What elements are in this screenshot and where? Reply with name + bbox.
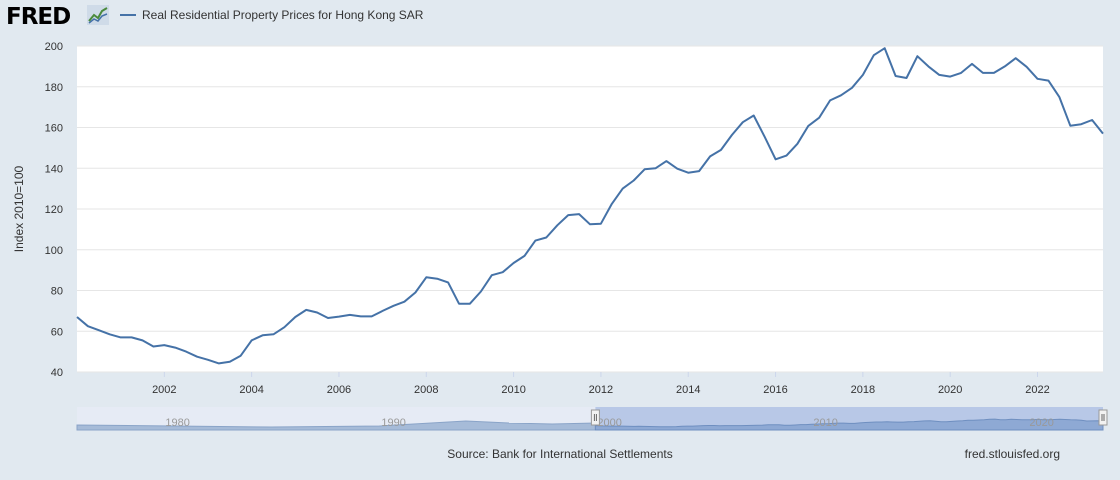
- site-link[interactable]: fred.stlouisfed.org: [964, 447, 1060, 461]
- x-tick-label: 2002: [152, 384, 176, 396]
- x-tick-label: 2004: [239, 384, 263, 396]
- fred-logo[interactable]: FRED: [6, 4, 71, 30]
- y-tick-label: 200: [45, 41, 63, 53]
- navigator-label: 2010: [813, 417, 837, 429]
- line-chart: 40 60 80 100 120 140 160 180 200 2002 2004 2006 2008…: [45, 41, 1108, 431]
- legend-swatch: [120, 14, 136, 16]
- legend-series-label: Real Residential Property Prices for Hon…: [142, 8, 424, 22]
- chart-header: FRED Real Residential Property Prices fo…: [0, 0, 1120, 36]
- navigator-series-area: [594, 418, 1104, 431]
- y-tick-label: 60: [51, 326, 63, 338]
- navigator-history-area: [76, 420, 596, 431]
- legend[interactable]: Real Residential Property Prices for Hon…: [120, 8, 423, 22]
- navigator-label: 1990: [381, 417, 405, 429]
- drag-handle-icon[interactable]: [1098, 409, 1108, 426]
- y-tick-label: 80: [51, 286, 63, 298]
- x-tick-label: 2006: [327, 384, 351, 396]
- chart-trend-icon: [87, 5, 109, 25]
- series-line: [76, 47, 1104, 365]
- y-tick-label: 120: [45, 204, 63, 216]
- source-text: Source: Bank for International Settlemen…: [447, 447, 673, 461]
- drag-handle-icon[interactable]: [590, 409, 600, 426]
- x-tick-label: 2020: [938, 384, 962, 396]
- y-tick-label: 140: [45, 163, 63, 175]
- x-tick-label: 2016: [763, 384, 787, 396]
- navigator-label: 2000: [597, 417, 621, 429]
- x-tick-label: 2008: [414, 384, 438, 396]
- x-tick-label: 2010: [501, 384, 525, 396]
- y-tick-label: 180: [45, 82, 63, 94]
- navigator-label: 1980: [165, 417, 189, 429]
- y-tick-label: 40: [51, 367, 63, 379]
- x-tick-label: 2012: [589, 384, 613, 396]
- x-tick-label: 2018: [851, 384, 875, 396]
- navigator-label: 2020: [1029, 417, 1053, 429]
- y-tick-label: 100: [45, 245, 63, 257]
- x-tick-label: 2014: [676, 384, 700, 396]
- y-tick-label: 160: [45, 123, 63, 135]
- x-tick-label: 2022: [1025, 384, 1049, 396]
